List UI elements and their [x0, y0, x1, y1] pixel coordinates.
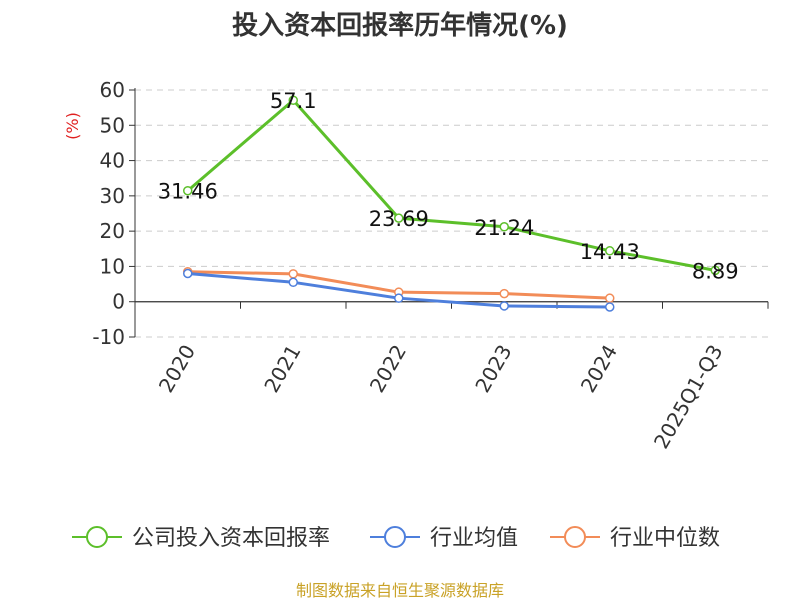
data-point: [183, 185, 193, 196]
x-tick-label: 2024: [576, 341, 622, 397]
y-tick-label: 20: [100, 219, 125, 243]
data-point: [499, 288, 509, 299]
x-tick-label: 2023: [470, 341, 516, 397]
series-lines: [183, 95, 720, 312]
y-tick-label: 0: [112, 290, 125, 314]
data-label: 8.89: [692, 259, 739, 283]
data-labels: 31.46 57.1 23.69 21.24 14.43 8.89: [158, 89, 739, 283]
y-tick-label: 30: [100, 184, 125, 208]
x-tick-label: 2020: [154, 341, 200, 397]
y-unit-label: (%): [63, 112, 82, 140]
series-line-0: [186, 98, 716, 272]
data-point: [394, 293, 404, 303]
data-label: 57.1: [270, 89, 317, 113]
legend-label: 行业均值: [430, 526, 518, 551]
y-tick-label: -10: [92, 325, 125, 349]
legend: 公司投入资本回报率 行业均值 行业中位数: [72, 526, 720, 551]
legend-marker: [86, 526, 108, 548]
y-tick-label: 10: [100, 254, 125, 278]
data-point: [394, 213, 404, 223]
data-point: [710, 265, 720, 276]
legend-marker: [384, 526, 406, 548]
data-point: [499, 301, 509, 311]
gridlines: [135, 89, 768, 338]
data-point: [288, 95, 298, 105]
data-point: [288, 277, 298, 288]
legend-label: 行业中位数: [610, 526, 720, 551]
legend-marker: [564, 526, 586, 548]
data-point: [183, 268, 193, 279]
data-label: 31.46: [158, 180, 218, 204]
data-label: 14.43: [580, 240, 640, 264]
data-label: 21.24: [474, 216, 534, 240]
y-tick-label: 60: [100, 78, 125, 102]
legend-label: 公司投入资本回报率: [132, 526, 330, 551]
y-tick-labels: 60 50 40 30 20 10 0 -10: [92, 78, 125, 349]
y-tick-label: 50: [100, 113, 125, 137]
x-tick-label: 2022: [365, 341, 411, 397]
data-point: [605, 246, 615, 256]
chart-title: 投入资本回报率历年情况(%): [232, 10, 568, 41]
data-point: [605, 302, 615, 312]
y-tick-label: 40: [100, 149, 125, 173]
data-point: [499, 222, 509, 232]
data-point: [288, 269, 298, 279]
data-point: [605, 293, 615, 303]
x-tick-label: 2021: [259, 341, 305, 397]
source-note: 制图数据来自恒生聚源数据库: [296, 581, 504, 600]
data-label: 23.69: [369, 207, 429, 231]
x-tick-label: 2025Q1-Q3: [649, 341, 728, 453]
x-tick-labels: 2020 2021 2022 2023 2024 2025Q1-Q3: [154, 341, 728, 453]
